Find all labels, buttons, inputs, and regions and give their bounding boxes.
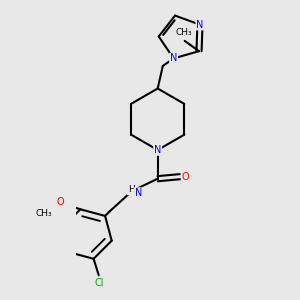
Text: N: N [196, 20, 204, 30]
Text: CH₃: CH₃ [35, 209, 52, 218]
Text: N: N [170, 53, 177, 63]
Text: O: O [182, 172, 189, 182]
Text: CH₃: CH₃ [175, 28, 192, 37]
Text: H: H [128, 185, 134, 194]
Text: N: N [134, 188, 142, 198]
Text: O: O [56, 197, 64, 207]
Text: Cl: Cl [95, 278, 104, 288]
Text: N: N [154, 145, 161, 155]
